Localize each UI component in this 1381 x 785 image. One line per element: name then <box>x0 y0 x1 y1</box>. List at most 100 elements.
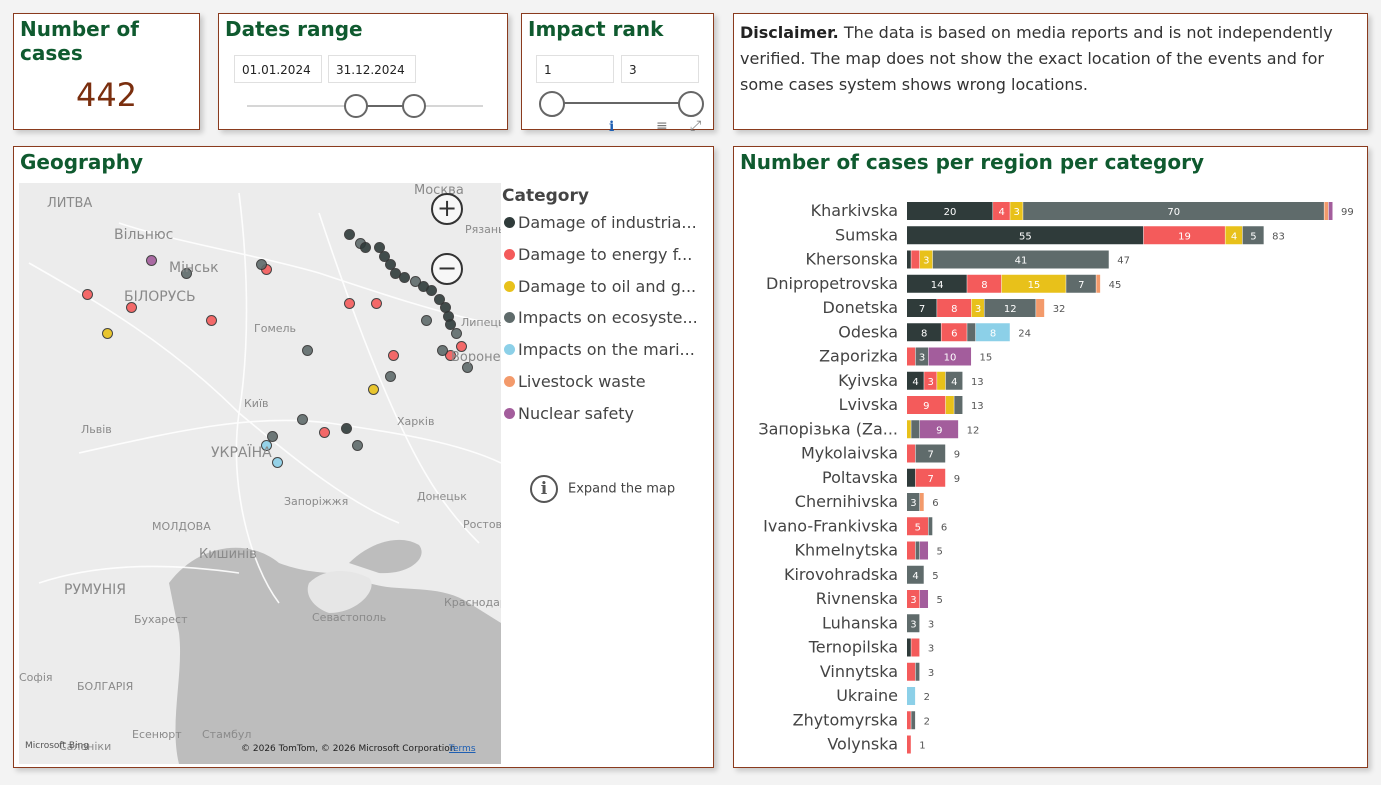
map-point[interactable] <box>360 242 371 253</box>
bar-segment[interactable] <box>907 323 941 342</box>
filter-icon[interactable]: ≡ <box>656 118 668 134</box>
bar-segment[interactable] <box>907 444 916 463</box>
map-point[interactable] <box>255 259 267 271</box>
bar-segment[interactable] <box>915 444 946 463</box>
map-point[interactable] <box>343 229 355 241</box>
bar-segment[interactable] <box>919 590 929 608</box>
terms-link[interactable]: Terms <box>449 744 476 754</box>
bar-segment[interactable] <box>1010 202 1023 220</box>
map-point[interactable] <box>387 349 399 361</box>
bar-segment[interactable] <box>907 468 916 487</box>
map-point[interactable] <box>296 414 308 425</box>
bar-segment[interactable] <box>915 662 920 681</box>
bar-segment[interactable] <box>971 299 984 317</box>
bar-segment[interactable] <box>915 347 929 366</box>
bar-segment[interactable] <box>915 468 946 487</box>
impact-slider-min-thumb[interactable] <box>539 91 565 117</box>
bar-segment[interactable] <box>907 541 916 560</box>
map-point[interactable] <box>266 431 278 443</box>
bar-segment[interactable] <box>919 420 959 439</box>
zoom-in-button[interactable]: + <box>431 193 463 225</box>
bar-segment[interactable] <box>928 347 972 366</box>
bar-segment[interactable] <box>1096 274 1101 293</box>
bar-segment[interactable] <box>907 614 920 633</box>
bar-segment[interactable] <box>1036 299 1045 317</box>
map-point[interactable] <box>272 457 283 468</box>
bar-segment[interactable] <box>967 323 976 342</box>
bar-segment[interactable] <box>907 347 916 366</box>
bar-segment[interactable] <box>928 517 933 536</box>
legend-item[interactable]: Impacts on the mari... <box>504 340 700 359</box>
bar-segment[interactable] <box>907 371 924 390</box>
focus-mode-icon[interactable]: ⤢ <box>690 118 702 134</box>
bar-segment[interactable] <box>907 274 967 293</box>
map-point[interactable] <box>450 328 462 339</box>
map-point[interactable] <box>384 371 396 382</box>
bar-segment[interactable] <box>937 299 972 317</box>
start-date-input[interactable]: 01.01.2024 <box>234 55 322 83</box>
map-point[interactable] <box>302 345 314 357</box>
bar-segment[interactable] <box>907 735 911 754</box>
bar-segment[interactable] <box>911 638 920 657</box>
bar-segment[interactable] <box>907 687 916 705</box>
bar-segment[interactable] <box>907 202 993 220</box>
bar-segment[interactable] <box>915 541 920 560</box>
bar-segment[interactable] <box>907 250 911 269</box>
legend-item[interactable]: Impacts on ecosyste... <box>504 308 700 327</box>
date-slider-end-thumb[interactable] <box>402 94 426 118</box>
map-point[interactable] <box>318 426 330 438</box>
impact-min-input[interactable]: 1 <box>536 55 614 83</box>
map-point[interactable] <box>368 383 380 395</box>
bar-segment[interactable] <box>1023 202 1324 220</box>
bar-segment[interactable] <box>907 711 911 730</box>
bar-segment[interactable] <box>941 323 967 342</box>
bar-segment[interactable] <box>919 541 929 560</box>
bar-segment[interactable] <box>907 638 911 657</box>
bar-segment[interactable] <box>907 662 916 681</box>
map-point[interactable] <box>445 349 457 361</box>
legend-item[interactable]: Nuclear safety <box>504 404 700 423</box>
bar-segment[interactable] <box>907 517 929 536</box>
map-point[interactable] <box>371 297 382 309</box>
date-slider-start-thumb[interactable] <box>344 94 368 118</box>
legend-item[interactable]: Damage to energy f... <box>504 245 700 264</box>
bar-segment[interactable] <box>907 420 911 439</box>
expand-map-link[interactable]: i Expand the map <box>530 475 675 503</box>
bar-segment[interactable] <box>967 274 1002 293</box>
map-point[interactable] <box>126 302 138 314</box>
legend-item[interactable]: Damage of industria... <box>504 213 700 232</box>
bar-segment[interactable] <box>907 299 937 317</box>
impact-slider-max-thumb[interactable] <box>678 91 704 117</box>
bar-segment[interactable] <box>1242 226 1264 245</box>
map-point[interactable] <box>351 439 363 451</box>
bar-segment[interactable] <box>907 590 920 608</box>
map-point[interactable] <box>261 439 272 451</box>
legend-item[interactable]: Damage to oil and g... <box>504 277 700 296</box>
bar-segment[interactable] <box>911 250 920 269</box>
bar-segment[interactable] <box>1324 202 1329 220</box>
map-point[interactable] <box>181 267 193 279</box>
map-point[interactable] <box>398 272 410 284</box>
legend-item[interactable]: Livestock waste <box>504 372 700 391</box>
bar-segment[interactable] <box>924 371 937 390</box>
map-point[interactable] <box>206 315 217 327</box>
bar-segment[interactable] <box>984 299 1036 317</box>
bar-segment[interactable] <box>1225 226 1243 245</box>
map-point[interactable] <box>456 340 468 352</box>
map-canvas[interactable]: ЛИТВА Вільнюс Мінськ БІЛОРУСЬ Москва Гом… <box>19 183 501 764</box>
bar-segment[interactable] <box>1143 226 1225 245</box>
bar-segment[interactable] <box>907 396 946 414</box>
map-point[interactable] <box>340 422 352 434</box>
bar-segment[interactable] <box>945 396 954 414</box>
bar-segment[interactable] <box>937 371 946 390</box>
impact-max-input[interactable]: 3 <box>621 55 699 83</box>
bar-segment[interactable] <box>907 565 924 584</box>
end-date-input[interactable]: 31.12.2024 <box>328 55 416 83</box>
impact-slider-fill[interactable] <box>552 102 690 104</box>
bar-segment[interactable] <box>919 493 924 511</box>
bar-segment[interactable] <box>1001 274 1066 293</box>
map-point[interactable] <box>101 328 113 339</box>
map-point[interactable] <box>82 289 94 301</box>
map-point[interactable] <box>461 362 473 374</box>
bar-segment[interactable] <box>1328 202 1333 220</box>
